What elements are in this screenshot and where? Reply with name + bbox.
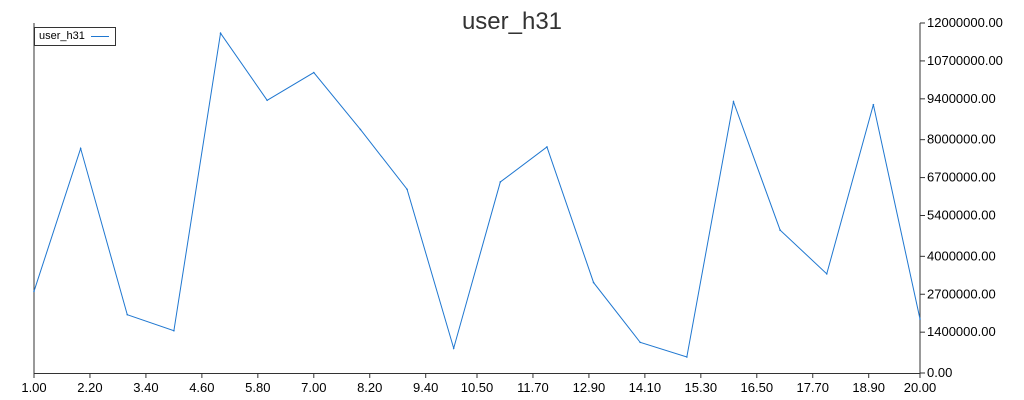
data-point — [499, 181, 502, 183]
x-tick-label: 10.50 — [461, 380, 494, 395]
data-point — [312, 71, 315, 74]
x-tick-label: 14.10 — [629, 380, 662, 395]
data-point — [452, 347, 455, 350]
data-point — [126, 313, 129, 316]
x-tick-label: 3.40 — [133, 380, 158, 395]
x-tick-label: 5.80 — [245, 380, 270, 395]
y-tick-label: 2700000.00 — [927, 286, 996, 301]
x-tick-label: 2.20 — [77, 380, 102, 395]
y-tick-label: 8000000.00 — [927, 132, 996, 147]
series-line — [33, 31, 921, 358]
x-tick-label: 9.40 — [413, 380, 438, 395]
data-point — [266, 99, 268, 102]
data-point — [173, 329, 175, 332]
data-point — [406, 188, 408, 191]
y-tick-label: 4000000.00 — [927, 248, 996, 263]
data-point — [592, 281, 595, 284]
y-tick-label: 10700000.00 — [927, 53, 1003, 68]
legend-swatch — [90, 35, 109, 37]
x-tick-label: 18.90 — [852, 380, 885, 395]
data-point — [732, 100, 735, 103]
legend: user_h31 — [34, 27, 116, 46]
x-tick-label: 7.00 — [301, 380, 326, 395]
data-point — [219, 32, 222, 35]
data-point — [825, 273, 828, 275]
y-tick-label: 5400000.00 — [927, 208, 996, 223]
y-tick-label: 9400000.00 — [927, 91, 996, 106]
data-point — [686, 356, 688, 358]
y-tick-label: 1400000.00 — [927, 324, 996, 339]
data-point — [779, 229, 781, 231]
x-tick-label: 20.00 — [904, 380, 937, 395]
data-point — [919, 318, 921, 320]
x-tick-label: 16.50 — [741, 380, 774, 395]
y-tick-label: 6700000.00 — [927, 170, 996, 185]
data-point — [639, 341, 642, 344]
x-tick-label: 4.60 — [189, 380, 214, 395]
y-tick-label: 0.00 — [927, 365, 952, 380]
chart-title: user_h31 — [461, 8, 563, 35]
x-tick-label: 8.20 — [357, 380, 382, 395]
x-tick-label: 12.90 — [573, 380, 606, 395]
data-point — [359, 128, 362, 131]
data-point — [546, 146, 548, 148]
data-point — [872, 103, 875, 106]
x-tick-label: 1.00 — [21, 380, 46, 395]
y-tick-label: 12000000.00 — [927, 15, 1003, 30]
legend-label: user_h31 — [39, 30, 85, 42]
x-tick-label: 17.70 — [796, 380, 829, 395]
data-point — [79, 147, 82, 150]
x-tick-label: 15.30 — [685, 380, 718, 395]
x-tick-label: 11.70 — [517, 380, 549, 395]
data-point — [33, 290, 35, 293]
